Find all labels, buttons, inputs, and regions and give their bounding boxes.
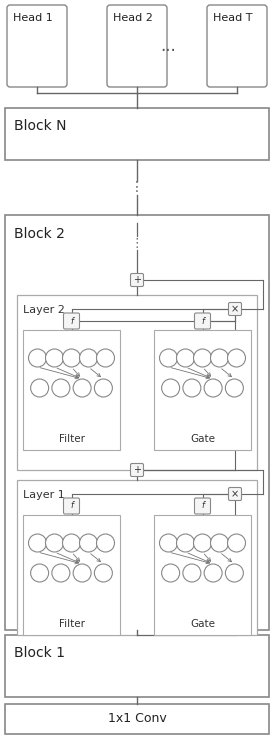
Text: Filter: Filter <box>59 434 84 444</box>
FancyBboxPatch shape <box>207 5 267 87</box>
Text: Layer 2: Layer 2 <box>23 305 65 315</box>
Text: Block N: Block N <box>14 119 67 133</box>
FancyBboxPatch shape <box>229 303 241 315</box>
Circle shape <box>210 534 229 552</box>
Text: Filter: Filter <box>59 619 84 629</box>
Circle shape <box>226 379 243 397</box>
FancyBboxPatch shape <box>64 498 79 514</box>
Bar <box>5 215 269 630</box>
Circle shape <box>96 349 115 367</box>
FancyBboxPatch shape <box>64 313 79 329</box>
Circle shape <box>193 349 212 367</box>
Text: Head T: Head T <box>213 13 253 23</box>
Text: Head 2: Head 2 <box>113 13 153 23</box>
Circle shape <box>94 379 112 397</box>
Text: Block 1: Block 1 <box>14 646 65 660</box>
Text: ⋮: ⋮ <box>130 181 144 194</box>
Circle shape <box>162 379 180 397</box>
Circle shape <box>204 564 222 582</box>
Circle shape <box>52 379 70 397</box>
Text: Layer 1: Layer 1 <box>23 490 65 500</box>
Text: ...: ... <box>160 37 176 55</box>
FancyBboxPatch shape <box>130 274 144 286</box>
Circle shape <box>227 534 246 552</box>
Bar <box>5 108 269 160</box>
Text: +: + <box>133 465 141 475</box>
FancyBboxPatch shape <box>195 498 210 514</box>
Circle shape <box>183 564 201 582</box>
Circle shape <box>193 534 212 552</box>
Circle shape <box>31 379 48 397</box>
Circle shape <box>159 534 178 552</box>
Circle shape <box>96 534 115 552</box>
FancyBboxPatch shape <box>229 487 241 501</box>
Bar <box>23 330 120 450</box>
Text: Gate: Gate <box>190 619 215 629</box>
Circle shape <box>45 349 64 367</box>
Text: 1x1 Conv: 1x1 Conv <box>108 713 166 725</box>
Text: f: f <box>201 316 204 326</box>
Text: Gate: Gate <box>190 434 215 444</box>
Text: ×: × <box>231 304 239 314</box>
Circle shape <box>62 349 81 367</box>
Circle shape <box>52 564 70 582</box>
Circle shape <box>31 564 48 582</box>
Text: f: f <box>201 501 204 510</box>
Circle shape <box>45 534 64 552</box>
Circle shape <box>79 534 98 552</box>
Bar <box>5 635 269 697</box>
Text: +: + <box>133 275 141 285</box>
Circle shape <box>176 349 195 367</box>
Circle shape <box>73 564 91 582</box>
FancyBboxPatch shape <box>195 313 210 329</box>
Text: Block 2: Block 2 <box>14 227 65 241</box>
Circle shape <box>210 349 229 367</box>
Circle shape <box>159 349 178 367</box>
Bar <box>154 515 251 635</box>
Circle shape <box>162 564 180 582</box>
Circle shape <box>62 534 81 552</box>
Circle shape <box>204 379 222 397</box>
Text: ⋮: ⋮ <box>131 237 143 249</box>
Circle shape <box>28 534 47 552</box>
Circle shape <box>226 564 243 582</box>
FancyBboxPatch shape <box>7 5 67 87</box>
Circle shape <box>183 379 201 397</box>
Bar <box>5 704 269 734</box>
FancyBboxPatch shape <box>107 5 167 87</box>
Circle shape <box>79 349 98 367</box>
Text: f: f <box>70 501 73 510</box>
Text: f: f <box>70 316 73 326</box>
Circle shape <box>176 534 195 552</box>
Circle shape <box>94 564 112 582</box>
Circle shape <box>28 349 47 367</box>
Bar <box>17 295 257 470</box>
Text: Head 1: Head 1 <box>13 13 53 23</box>
Text: ×: × <box>231 489 239 499</box>
Bar <box>17 480 257 635</box>
Bar <box>23 515 120 635</box>
Bar <box>154 330 251 450</box>
Circle shape <box>227 349 246 367</box>
FancyBboxPatch shape <box>130 464 144 476</box>
Circle shape <box>73 379 91 397</box>
